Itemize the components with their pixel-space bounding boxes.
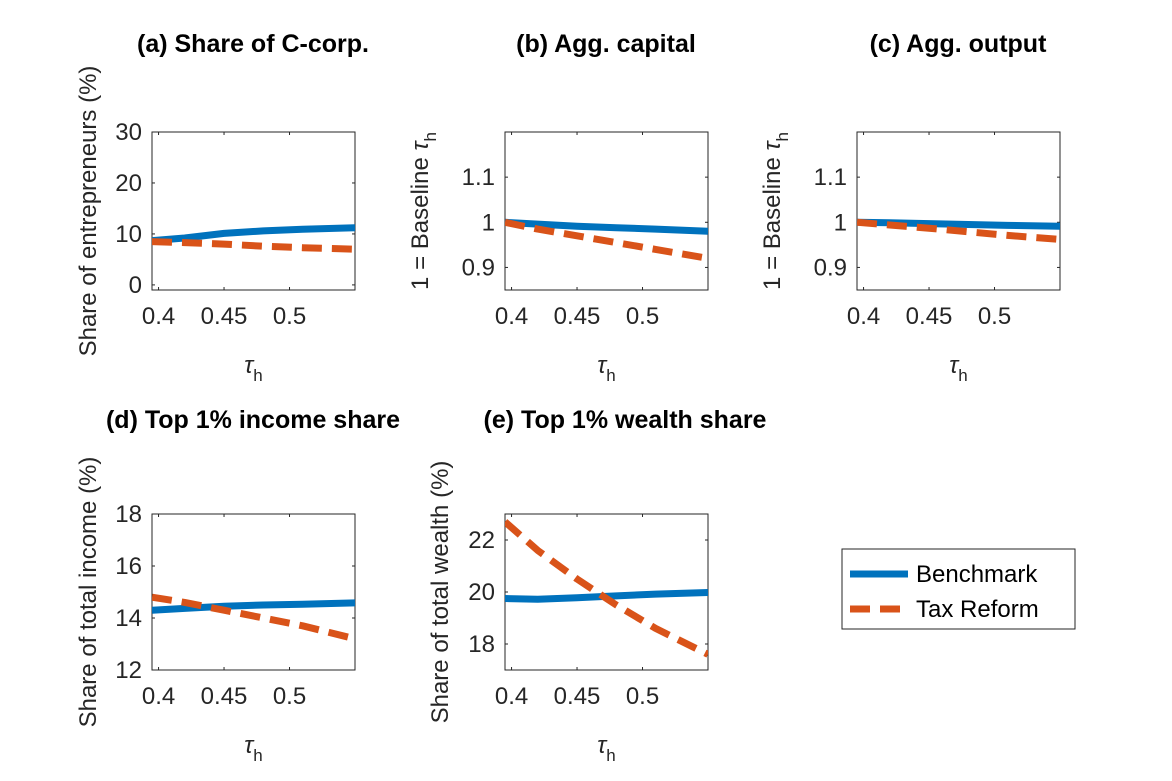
y-axis-label: 1 = Baseline τh — [407, 132, 440, 290]
series-tax-reform-line — [857, 218, 1060, 243]
y-tick-label: 20 — [115, 170, 142, 197]
x-tick-label: 0.5 — [273, 683, 306, 710]
panel-3: 0.4 0.45 0.5 0.9 1 1.1 (c) Agg. output τh 1 = Ba… — [759, 30, 1061, 385]
y-tick-label: 1.1 — [462, 164, 495, 191]
panel-title: (e) Top 1% wealth share — [484, 406, 767, 434]
axes-box — [151, 131, 356, 291]
panel-5: 0.4 0.45 0.5 18 20 22 (e) Top 1% wealth share τ… — [427, 406, 767, 765]
y-axis-label: Share of entrepreneurs (%) — [75, 66, 102, 357]
y-tick-label: 1 — [834, 209, 847, 236]
series-tax-reform-line — [152, 593, 355, 643]
panel-1: 0.4 0.45 0.5 0 10 20 30 (a) Share of C-corp. τh S… — [75, 30, 369, 385]
series-tax-reform-line — [152, 238, 355, 253]
y-tick-label: 0.9 — [462, 254, 495, 281]
x-axis-label: τh — [244, 732, 262, 765]
x-tick-label: 0.4 — [142, 683, 175, 710]
series-tax-reform-line — [505, 218, 708, 262]
x-tick-label: 0.45 — [201, 303, 248, 330]
x-tick-label: 0.45 — [906, 303, 953, 330]
x-tick-label: 0.4 — [495, 303, 528, 330]
y-tick-label: 1.1 — [814, 164, 847, 191]
panel-title: (d) Top 1% income share — [106, 406, 400, 434]
legend-box — [841, 548, 1076, 630]
panel-2: 0.4 0.45 0.5 0.9 1 1.1 (b) Agg. capital τh 1 = B… — [407, 30, 709, 385]
series-benchmark-line — [505, 218, 708, 235]
x-tick-label: 0.5 — [626, 683, 659, 710]
y-tick-label: 20 — [468, 579, 495, 606]
y-tick-label: 14 — [115, 605, 142, 632]
x-tick-label: 0.4 — [142, 303, 175, 330]
axes-box — [151, 513, 356, 671]
legend: Benchmark Tax Reform — [841, 548, 1076, 630]
y-tick-label: 18 — [115, 501, 142, 528]
series-benchmark-line — [505, 589, 708, 603]
y-tick-label: 18 — [468, 631, 495, 658]
y-tick-label: 0.9 — [814, 254, 847, 281]
series-benchmark-line — [857, 218, 1060, 230]
y-tick-label: 30 — [115, 119, 142, 146]
y-axis-label: 1 = Baseline τh — [759, 132, 792, 290]
y-tick-label: 16 — [115, 553, 142, 580]
panel-title: (c) Agg. output — [870, 30, 1047, 58]
series-benchmark-line — [152, 224, 355, 245]
y-tick-label: 10 — [115, 221, 142, 248]
series-benchmark-line — [152, 599, 355, 614]
x-tick-label: 0.45 — [201, 683, 248, 710]
legend-label-tax-reform: Tax Reform — [916, 596, 1039, 623]
x-tick-label: 0.4 — [495, 683, 528, 710]
x-axis-label: τh — [597, 352, 615, 385]
series-tax-reform-line — [505, 519, 708, 658]
axes-box — [504, 131, 709, 291]
x-tick-label: 0.45 — [554, 683, 601, 710]
x-tick-label: 0.5 — [978, 303, 1011, 330]
y-tick-label: 12 — [115, 657, 142, 684]
y-axis-label: Share of total income (%) — [75, 457, 102, 728]
y-tick-label: 0 — [129, 272, 142, 299]
x-tick-label: 0.5 — [273, 303, 306, 330]
panel-title: (b) Agg. capital — [516, 30, 696, 58]
y-tick-label: 1 — [482, 209, 495, 236]
x-axis-label: τh — [244, 352, 262, 385]
x-tick-label: 0.4 — [847, 303, 880, 330]
x-axis-label: τh — [949, 352, 967, 385]
x-tick-label: 0.5 — [626, 303, 659, 330]
panel-4: 0.4 0.45 0.5 12 14 16 18 (d) Top 1% income shar… — [75, 406, 400, 765]
panel-title: (a) Share of C-corp. — [137, 30, 369, 58]
y-axis-label: Share of total wealth (%) — [427, 461, 454, 724]
legend-label-benchmark: Benchmark — [916, 561, 1038, 588]
axes-box — [856, 131, 1061, 291]
x-axis-label: τh — [597, 732, 615, 765]
y-tick-label: 22 — [468, 527, 495, 554]
x-tick-label: 0.45 — [554, 303, 601, 330]
